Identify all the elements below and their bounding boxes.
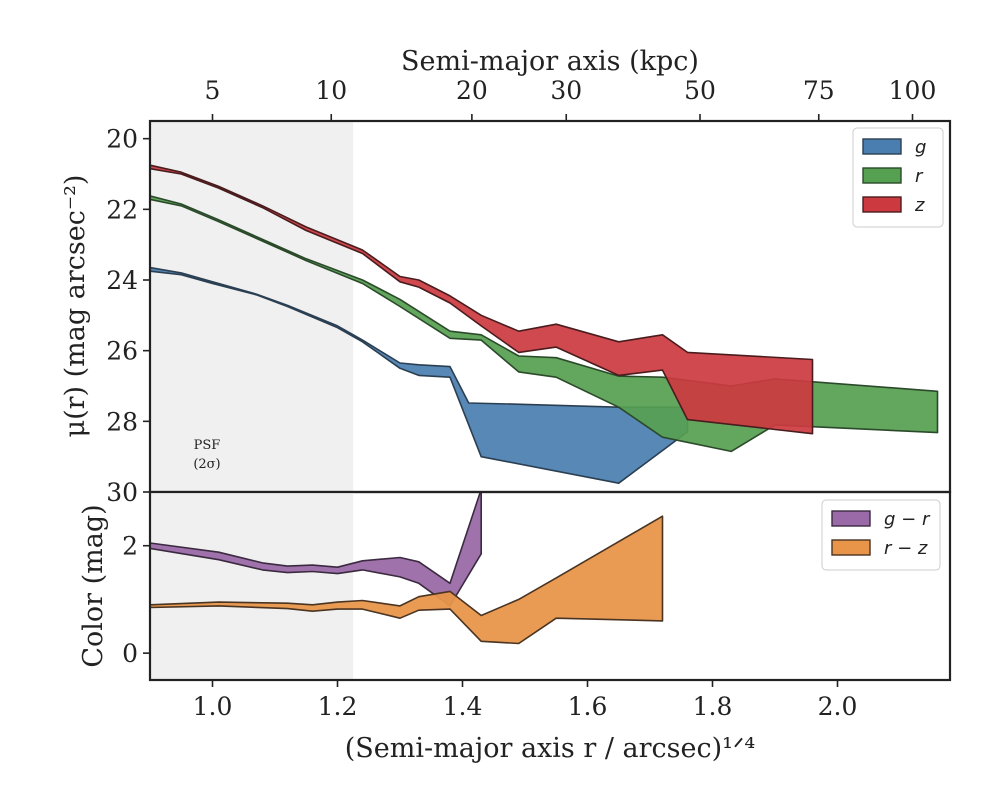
top-x-tick-label: 50 [684,76,716,105]
x-tick-label: 1.0 [193,692,233,721]
legend-swatch-g [862,138,902,155]
surface-brightness-panel: 20 22 24 26 28 30 5 10 20 30 50 75 100 PSF (2σ) Sem… [60,46,952,507]
psf-label-line1: PSF [194,438,221,453]
psf-region [150,121,354,492]
legend-label-z: z [914,195,925,216]
top-y-axis-title: μ(r) (mag arcsec⁻²) [60,175,91,438]
color-y-tick-label: 2 [122,532,138,561]
y-tick-label: 24 [106,266,138,295]
x-tick-label: 1.6 [568,692,608,721]
top-axis-title: Semi-major axis (kpc) [401,46,699,77]
psf-region-color [150,492,354,680]
x-tick-label: 1.2 [318,692,358,721]
y-tick-label: 30 [106,478,138,507]
band-z [150,164,814,435]
color-panel: 0 2 1.0 1.2 1.4 1.6 1.8 2.0 (Semi-major axis r… [78,490,952,764]
y-tick-label: 22 [106,195,138,224]
legend-label-r-z: r − z [884,538,928,559]
y-tick-label: 20 [106,125,138,154]
bottom-x-axis-title: (Semi-major axis r / arcsec)¹ᐟ⁴ [345,733,755,764]
color-y-tick-label: 0 [122,639,138,668]
psf-label-line2: (2σ) [193,457,220,472]
legend-label-g-r: g − r [884,509,931,530]
legend-swatch-r-z [831,539,871,556]
top-x-tick-label: 5 [205,76,221,105]
legend-surface-brightness: grz [852,127,944,228]
legend-color: g − r r − z [821,499,941,571]
y-tick-label: 28 [106,407,138,436]
bottom-panel-frame [148,490,952,682]
band-r-z [150,515,664,645]
top-x-tick-label: 100 [889,76,937,105]
legend-swatch-g-r [831,510,871,527]
top-x-tick-label: 10 [315,76,347,105]
x-tick-label: 2.0 [818,692,858,721]
x-tick-label: 1.8 [693,692,733,721]
y-tick-label: 26 [106,337,138,366]
bottom-y-axis-title: Color (mag) [78,504,109,667]
top-x-tick-label: 20 [456,76,488,105]
legend-swatch-z [862,196,902,213]
top-x-tick-label: 75 [803,76,835,105]
legend-label-r: r [915,166,924,187]
legend-label-g: g [915,137,926,158]
x-tick-label: 1.4 [443,692,483,721]
top-x-tick-label: 30 [550,76,582,105]
legend-swatch-r [862,167,902,184]
